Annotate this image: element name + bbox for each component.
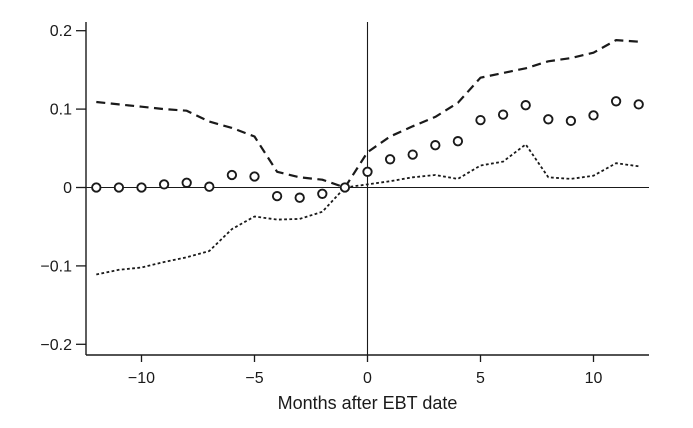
point-estimate-marker [91,182,102,193]
point-estimate-marker [294,192,305,203]
point-estimate-marker [520,100,531,111]
point-estimate-marker [204,181,215,192]
point-estimate-marker [113,182,125,193]
point-estimate-marker [384,154,396,165]
y-tick-label: −0.1 [40,258,72,275]
point-estimate-marker [452,136,464,147]
point-estimate-marker [543,114,554,125]
y-tick-label: 0.1 [50,102,72,119]
point-estimate-marker [271,190,283,202]
y-tick-label: 0 [63,180,72,197]
point-estimate-marker [610,96,622,107]
point-estimate-marker [430,140,441,151]
point-estimate-marker [475,114,486,126]
x-tick-label: −5 [245,370,263,387]
lower-band-dotted-line [96,143,639,276]
x-tick-label: 5 [476,370,485,387]
point-estimate-marker [633,99,644,110]
point-estimate-marker [497,109,509,120]
point-estimate-marker [158,179,170,190]
y-tick-label: 0.2 [50,23,72,40]
x-tick-label: 0 [363,370,372,387]
point-estimate-marker [588,110,599,121]
point-estimate-marker [136,182,147,193]
point-estimate-marker [226,169,238,181]
x-tick-label: 10 [585,370,603,387]
point-estimate-marker [565,115,577,127]
point-estimate-marker [407,149,418,160]
x-axis-title: Months after EBT date [277,393,458,413]
point-estimate-marker [362,166,373,177]
point-estimate-marker [339,182,351,193]
point-estimate-marker [249,171,260,182]
point-estimate-marker [181,177,192,188]
y-tick-label: −0.2 [40,337,72,354]
point-estimate-marker [317,188,328,199]
x-tick-label: −10 [128,370,155,387]
upper-band-dashed-line [96,39,639,189]
